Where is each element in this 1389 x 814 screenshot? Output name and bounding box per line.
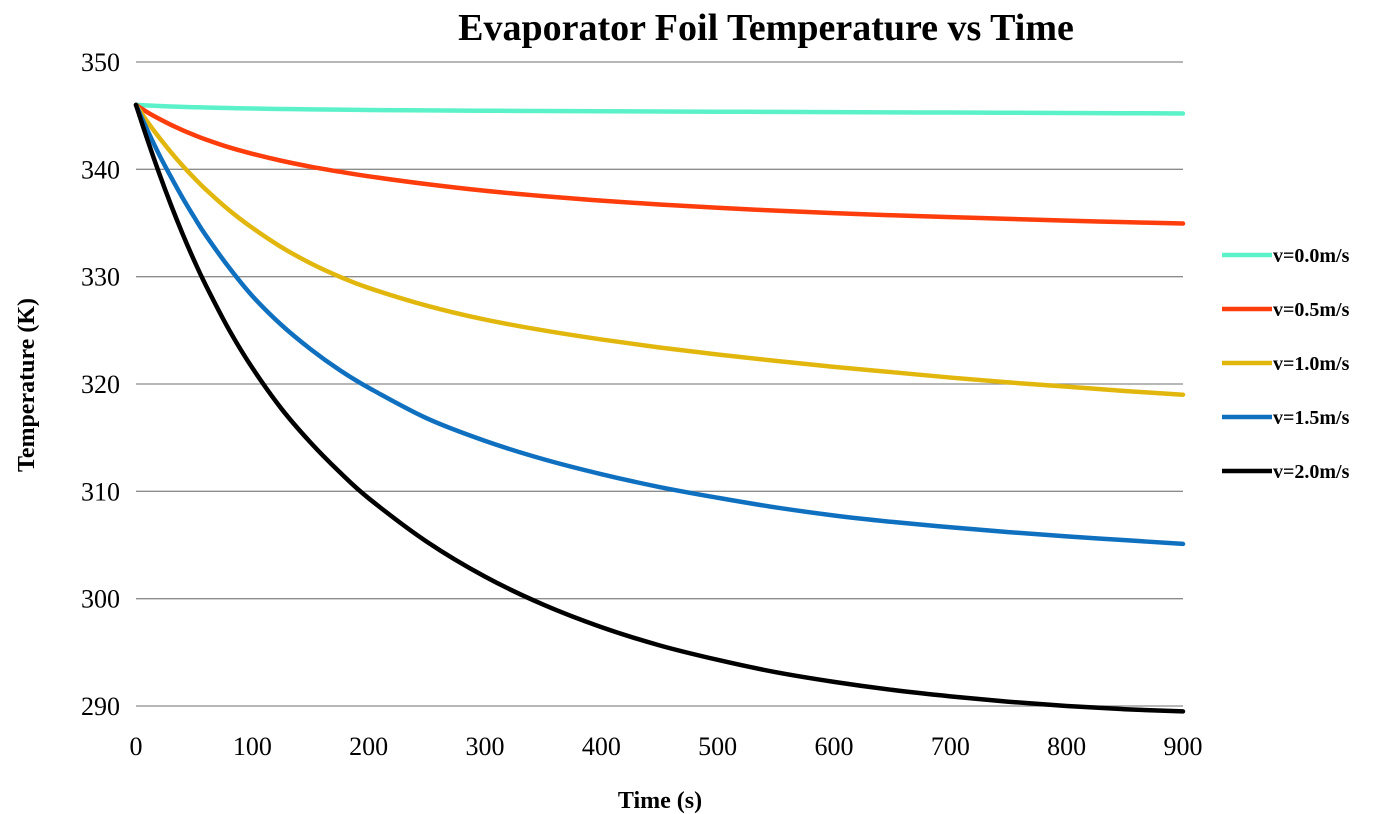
x-axis-label: Time (s) [618, 788, 702, 814]
legend-label: v=2.0m/s [1273, 461, 1350, 483]
x-tick-label: 100 [233, 732, 272, 761]
legend-label: v=1.5m/s [1273, 407, 1350, 429]
legend: v=0.0m/s v=0.5m/s v=1.0m/s v=1.5m/s v=2.0m/s [1222, 245, 1350, 483]
gridlines [136, 61, 1183, 707]
series-line-4 [133, 102, 1186, 714]
y-axis-ticks: 290 300 310 320 330 340 350 [81, 48, 120, 721]
legend-label: v=0.0m/s [1273, 245, 1350, 267]
x-tick-label: 300 [466, 732, 505, 761]
x-tick-label: 900 [1164, 732, 1203, 761]
x-tick-label: 200 [349, 732, 388, 761]
x-tick-label: 700 [931, 732, 970, 761]
y-tick-label: 350 [81, 48, 120, 77]
series-line-2 [133, 102, 1186, 397]
y-tick-label: 300 [81, 585, 120, 614]
x-tick-label: 0 [130, 732, 143, 761]
y-tick-label: 330 [81, 263, 120, 292]
chart-title: Evaporator Foil Temperature vs Time [458, 7, 1074, 49]
y-tick-label: 310 [81, 477, 120, 506]
x-tick-label: 500 [698, 732, 737, 761]
series-lines [133, 102, 1186, 714]
legend-label: v=1.0m/s [1273, 353, 1350, 375]
y-tick-label: 290 [81, 692, 120, 721]
y-axis-label: Temperature (K) [14, 298, 40, 472]
x-axis-ticks: 0 100 200 300 400 500 600 700 800 900 [130, 732, 1203, 761]
x-tick-label: 400 [582, 732, 621, 761]
series-line-1 [133, 102, 1186, 226]
y-tick-label: 320 [81, 370, 120, 399]
y-tick-label: 340 [81, 155, 120, 184]
legend-label: v=0.5m/s [1273, 299, 1350, 321]
series-line-3 [133, 102, 1186, 547]
x-tick-label: 800 [1047, 732, 1086, 761]
series-line-0 [133, 102, 1186, 116]
x-tick-label: 600 [815, 732, 854, 761]
